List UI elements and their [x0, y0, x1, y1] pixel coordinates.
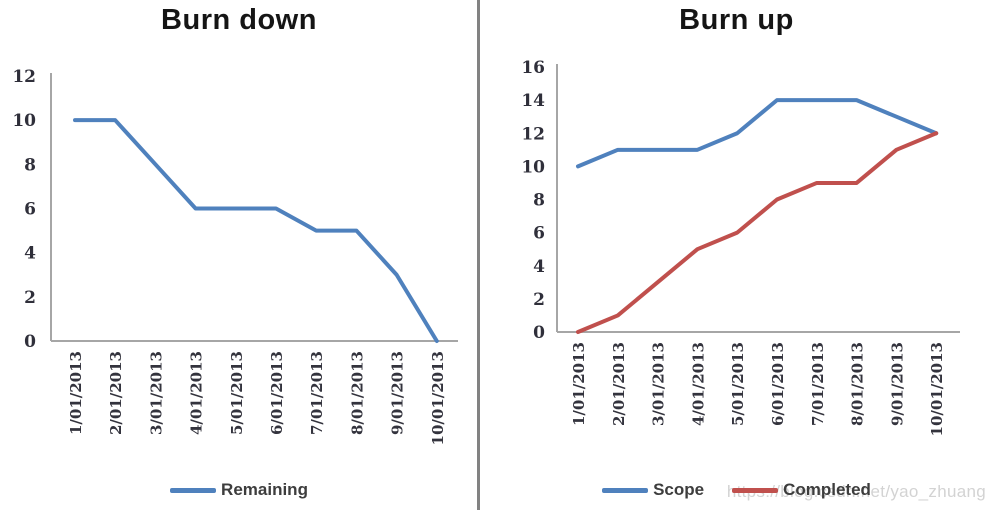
y-tick-label: 4 [24, 244, 36, 264]
x-tick-label: 10/01/2013 [429, 351, 447, 445]
y-tick-label: 2 [24, 288, 36, 308]
legend-item-completed: Completed [732, 480, 871, 500]
x-tick-label: 8/01/2013 [849, 342, 867, 426]
x-tick-label: 7/01/2013 [308, 351, 326, 435]
remaining-series-line [73, 118, 439, 343]
burn-down-plot: 0 2 4 6 8 10 12 1/01/2013 2/01/2013 3/01/2013 4/01… [12, 67, 458, 445]
x-tick-label: 9/01/2013 [888, 342, 906, 426]
x-tick-label: 5/01/2013 [228, 351, 246, 435]
burn-up-title: Burn up [679, 4, 794, 36]
y-tick-label: 6 [533, 224, 545, 244]
y-tick-label: 0 [533, 323, 545, 343]
completed-series-line [576, 131, 939, 334]
x-tick-label: 2/01/2013 [107, 351, 125, 435]
y-tick-label: 4 [533, 257, 545, 277]
burn-down-legend: Remaining [0, 480, 478, 500]
y-tick-label: 12 [521, 124, 545, 144]
legend-label-scope: Scope [653, 480, 705, 499]
x-tick-label: 1/01/2013 [570, 342, 588, 426]
x-tick-label: 3/01/2013 [147, 351, 165, 435]
y-tick-label: 16 [521, 58, 545, 78]
burn-up-chart: Burn up 0 2 4 6 8 10 12 14 16 1/01/2013 2/01/2013 3… [481, 0, 992, 510]
y-tick-label: 8 [533, 191, 545, 211]
watermark-text: https://blog.csdn.net/yao_zhuang [726, 482, 986, 501]
x-tick-label: 8/01/2013 [348, 351, 366, 435]
burn-down-chart: Burn down 0 2 4 6 8 10 12 1/01/2013 2/01/2013 3/0… [0, 0, 478, 510]
y-tick-label: 12 [12, 67, 36, 87]
x-tick-label: 5/01/2013 [729, 342, 747, 426]
x-tick-label: 4/01/2013 [188, 351, 206, 435]
burn-up-legend: Scope Completed [481, 480, 992, 500]
x-tick-label: 10/01/2013 [928, 342, 946, 436]
x-tick-label: 4/01/2013 [689, 342, 707, 426]
y-tick-label: 8 [24, 155, 36, 175]
chart-divider [477, 0, 480, 510]
x-tick-label: 9/01/2013 [389, 351, 407, 435]
legend-label-completed: Completed [783, 480, 871, 499]
y-tick-label: 10 [521, 157, 545, 177]
x-tick-label: 6/01/2013 [769, 342, 787, 426]
legend-swatch-remaining [170, 487, 217, 493]
y-tick-label: 10 [12, 111, 36, 131]
burn-down-title: Burn down [161, 4, 317, 36]
x-tick-label: 1/01/2013 [67, 351, 85, 435]
y-tick-label: 14 [521, 91, 545, 111]
legend-swatch-scope [602, 487, 649, 493]
legend-label-remaining: Remaining [221, 480, 308, 499]
legend-item-remaining: Remaining [170, 480, 308, 500]
scope-series-line [576, 98, 939, 169]
x-tick-label: 6/01/2013 [268, 351, 286, 435]
x-tick-label: 2/01/2013 [610, 342, 628, 426]
x-tick-label: 7/01/2013 [809, 342, 827, 426]
y-tick-label: 2 [533, 290, 545, 310]
legend-item-scope: Scope [602, 480, 704, 500]
x-tick-label: 3/01/2013 [650, 342, 668, 426]
legend-swatch-completed [732, 487, 779, 493]
y-tick-label: 6 [24, 200, 36, 220]
y-tick-label: 0 [24, 332, 36, 352]
burn-up-plot: 0 2 4 6 8 10 12 14 16 1/01/2013 2/01/2013 3/01/2013… [521, 58, 960, 436]
